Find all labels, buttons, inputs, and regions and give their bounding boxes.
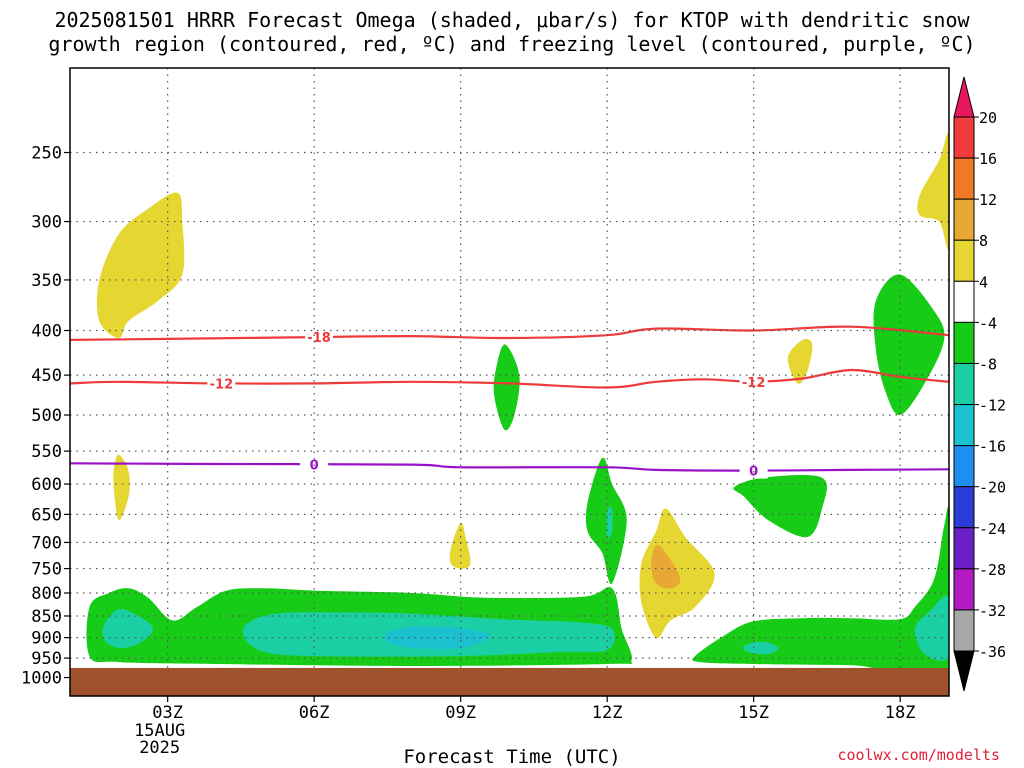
contour-label: -12 <box>742 376 766 391</box>
colorbar-bottom-arrow <box>953 650 975 692</box>
x-tick-label: 18Z <box>885 703 916 723</box>
chart-title-line2: growth region (contoured, red, ºC) and f… <box>48 32 976 56</box>
colorbar-swatch <box>953 239 975 282</box>
colorbar-swatch <box>953 198 975 241</box>
y-axis: 2503003504004505005506006507007508008509… <box>21 144 70 689</box>
colorbar-label: -32 <box>979 602 1006 620</box>
colorbar-swatch <box>953 157 975 200</box>
omega-region-5 <box>787 338 813 384</box>
y-tick-label: 500 <box>31 406 62 426</box>
omega-region-17 <box>743 641 779 655</box>
colorbar-swatch <box>953 404 975 447</box>
colorbar-swatch <box>953 362 975 406</box>
omega-region-2 <box>449 522 471 569</box>
contour-label-bg <box>739 373 768 390</box>
chart-title: 2025081501 HRRR Forecast Omega (shaded, … <box>0 8 1024 56</box>
x-tick-label: 09Z <box>445 703 476 723</box>
contour-line-1 <box>70 325 949 341</box>
omega-region-1 <box>113 454 130 521</box>
colorbar-label: -24 <box>979 520 1006 538</box>
ground-layer <box>70 667 949 696</box>
colorbar-label: 12 <box>979 191 997 209</box>
colorbar-swatch <box>953 280 975 323</box>
y-tick-label: 650 <box>31 505 62 525</box>
contour-line-3 <box>70 462 949 472</box>
omega-region-18 <box>914 595 949 661</box>
y-tick-label: 300 <box>31 213 62 233</box>
y-tick-label: 950 <box>31 649 62 669</box>
contour-label: -12 <box>210 377 234 392</box>
omega-region-7 <box>493 344 520 431</box>
y-tick-label: 450 <box>31 366 62 386</box>
colorbar-swatch <box>953 486 975 529</box>
colorbar-label: -8 <box>979 355 997 373</box>
plot-frame <box>69 67 950 697</box>
contour-label: -18 <box>307 331 331 346</box>
chart-title-line1: 2025081501 HRRR Forecast Omega (shaded, … <box>54 8 970 32</box>
x-tick-sublabel: 2025 <box>139 738 180 758</box>
y-tick-label: 350 <box>31 271 62 291</box>
x-tick-sublabel: 15AUG <box>134 721 185 741</box>
colorbar-label: -16 <box>979 438 1006 456</box>
y-tick-label: 400 <box>31 322 62 342</box>
colorbar-label: -20 <box>979 479 1006 497</box>
credit-text: coolwx.com/modelts <box>837 746 1000 764</box>
contour-label-bg <box>207 375 236 392</box>
colorbar-label: 16 <box>979 150 997 168</box>
ground-below-surface <box>70 667 949 696</box>
y-tick-label: 750 <box>31 560 62 580</box>
colorbar-swatch <box>953 527 975 570</box>
colorbar-swatch <box>953 445 975 488</box>
y-tick-label: 850 <box>31 607 62 627</box>
colorbar-top-arrow <box>953 76 975 118</box>
colorbar-label: -12 <box>979 397 1006 415</box>
omega-region-13 <box>102 608 153 649</box>
colorbar-swatch <box>953 321 975 364</box>
x-tick-label: 12Z <box>592 703 623 723</box>
omega-region-0 <box>96 192 185 338</box>
omega-region-16 <box>692 507 949 677</box>
omega-region-4 <box>651 544 681 589</box>
x-axis-label: Forecast Time (UTC) <box>403 746 621 768</box>
y-tick-label: 900 <box>31 629 62 649</box>
colorbar-label: 8 <box>979 232 988 250</box>
colorbar-swatch <box>953 609 975 652</box>
omega-region-11 <box>873 274 945 416</box>
contour-label-bg <box>300 456 329 473</box>
colorbar-swatch <box>953 568 975 611</box>
grid-layer <box>70 68 949 696</box>
colorbar-label: -28 <box>979 561 1006 579</box>
x-tick-label: 03Z <box>152 703 183 723</box>
colorbar-label: 20 <box>979 109 997 127</box>
colorbar-label: 4 <box>979 273 988 291</box>
x-tick-label: 15Z <box>738 703 769 723</box>
y-tick-label: 550 <box>31 442 62 462</box>
colorbar: 20 16 12 8 4 -4 -8 -12 -16 -20 -24 -28 -32 -36 <box>953 76 1006 692</box>
colorbar-label: -36 <box>979 643 1006 661</box>
colorbar-swatch <box>953 116 975 159</box>
omega-shading-layer <box>86 133 949 677</box>
omega-region-8 <box>585 457 627 585</box>
y-tick-label: 1000 <box>21 669 62 689</box>
contour-label-bg <box>739 462 768 479</box>
contour-label-bg <box>305 329 334 346</box>
x-tick-label: 06Z <box>299 703 330 723</box>
y-tick-label: 700 <box>31 533 62 553</box>
colorbar-label: -4 <box>979 314 997 332</box>
omega-region-15 <box>384 626 490 650</box>
y-tick-label: 600 <box>31 475 62 495</box>
omega-region-10 <box>733 475 827 538</box>
omega-region-6 <box>917 133 949 250</box>
y-tick-label: 250 <box>31 144 62 164</box>
omega-region-9 <box>606 506 613 539</box>
y-tick-label: 800 <box>31 584 62 604</box>
